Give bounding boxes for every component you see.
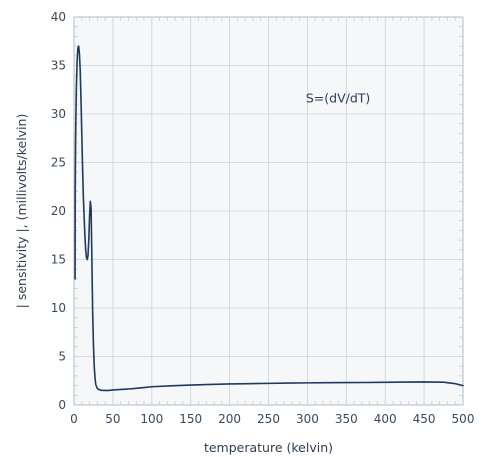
y-tick-label: 40 [51, 10, 66, 24]
y-tick-label: 5 [58, 350, 66, 364]
y-tick-label: 35 [51, 59, 66, 73]
series-line [74, 45, 464, 392]
formula-annotation: S=(dV/dT) [306, 90, 370, 105]
x-tick-label: 0 [70, 412, 78, 426]
x-tick-label: 300 [296, 412, 319, 426]
y-tick-label: 30 [51, 107, 66, 121]
x-tick-label: 50 [105, 412, 120, 426]
x-axis-ticks: 0 50 100 150 200 250 300 350 400 450 500 [70, 412, 474, 426]
x-tick-label: 150 [179, 412, 202, 426]
x-tick-label: 100 [140, 412, 163, 426]
y-tick-label: 25 [51, 156, 66, 170]
gridlines [74, 17, 463, 405]
x-tick-label: 400 [374, 412, 397, 426]
x-tick-label: 450 [413, 412, 436, 426]
x-tick-label: 350 [335, 412, 358, 426]
y-tick-label: 10 [51, 301, 66, 315]
y-tick-label: 20 [51, 204, 66, 218]
y-axis-ticks: 0 5 10 15 20 25 30 35 40 [51, 10, 66, 412]
x-tick-label: 250 [257, 412, 280, 426]
y-tick-label: 15 [51, 253, 66, 267]
y-tick-label: 0 [58, 398, 66, 412]
x-axis-label: temperature (kelvin) [204, 440, 333, 455]
series-layer [74, 45, 464, 392]
x-tick-label: 500 [452, 412, 475, 426]
x-tick-label: 200 [218, 412, 241, 426]
y-axis-label: | sensitivity |, (millivolts/kelvin) [14, 114, 29, 309]
